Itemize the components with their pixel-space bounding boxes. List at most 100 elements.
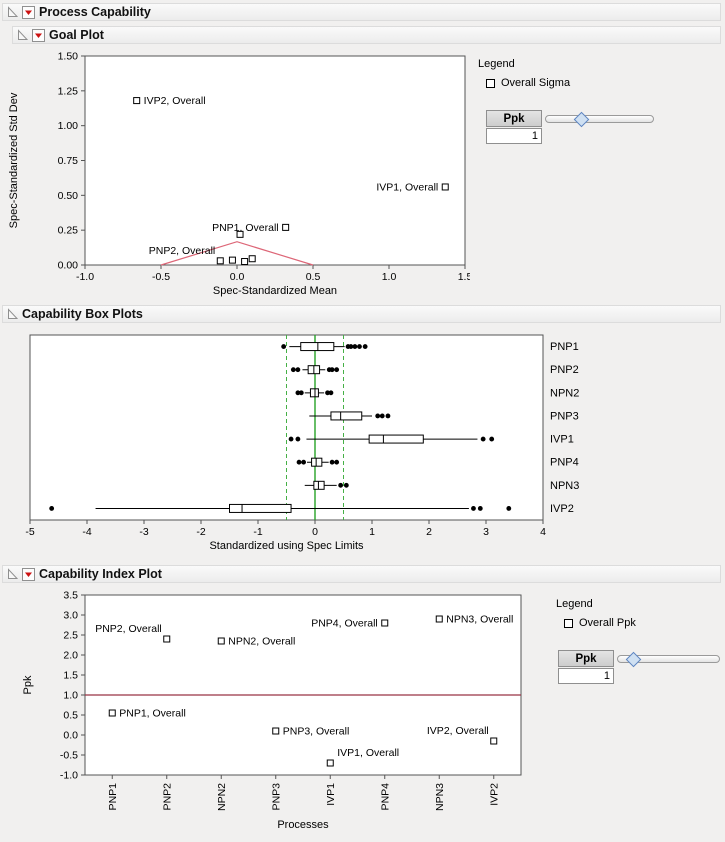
outlier-dot[interactable]	[329, 367, 335, 373]
disclosure-open-icon[interactable]	[6, 6, 18, 18]
tick-label: -1	[253, 526, 262, 538]
data-point-marker[interactable]	[216, 257, 224, 265]
report-header: Process Capability	[2, 3, 721, 21]
point-label: NPN3, Overall	[446, 614, 513, 626]
disclosure-open-icon[interactable]	[6, 308, 18, 320]
data-point-marker[interactable]	[272, 727, 280, 735]
box[interactable]	[300, 342, 335, 352]
outlier-dot[interactable]	[329, 459, 335, 465]
data-point-marker[interactable]	[236, 230, 244, 238]
tick-label: 0.50	[58, 190, 79, 202]
tick-label: 1.50	[58, 51, 79, 63]
box[interactable]	[330, 411, 363, 421]
data-point-marker[interactable]	[490, 737, 498, 745]
data-point-marker[interactable]	[326, 759, 334, 767]
outlier-dot[interactable]	[385, 413, 391, 419]
outlier-dot[interactable]	[295, 367, 301, 373]
data-point-marker[interactable]	[248, 255, 256, 263]
point-label: PNP1, Overall	[212, 222, 279, 234]
outlier-dot[interactable]	[328, 390, 334, 396]
slider-thumb-icon[interactable]	[626, 651, 642, 667]
ppk-value-input[interactable]	[486, 128, 542, 144]
category-label: NPN2	[216, 783, 228, 811]
outlier-dot[interactable]	[489, 436, 495, 442]
ppk-value-input[interactable]	[558, 668, 614, 684]
outlier-dot[interactable]	[325, 390, 330, 396]
data-point-marker[interactable]	[228, 256, 236, 264]
outlier-dot[interactable]	[290, 367, 296, 373]
box[interactable]	[309, 388, 319, 398]
box[interactable]	[368, 434, 424, 444]
outlier-dot[interactable]	[334, 367, 340, 373]
data-point-marker[interactable]	[282, 223, 290, 231]
outlier-dot[interactable]	[362, 344, 368, 349]
index-plot-canvas[interactable]: 3.5 3.0 2.5 2.0 1.5 1.0 0.5 0.0 -0.5 -1.0 PNP1 PNP2…	[0, 586, 545, 842]
category-label: PNP1	[107, 783, 119, 811]
box[interactable]	[313, 480, 325, 490]
data-point-marker[interactable]	[133, 97, 141, 105]
outlier-dot[interactable]	[375, 413, 381, 419]
red-triangle-menu-icon[interactable]	[22, 5, 35, 19]
outlier-dot[interactable]	[352, 344, 358, 349]
ppk-slider[interactable]	[545, 110, 654, 127]
goal-plot-header: Goal Plot	[12, 26, 721, 44]
outlier-dot[interactable]	[288, 436, 294, 442]
data-point-marker[interactable]	[108, 709, 116, 717]
outlier-dot[interactable]	[296, 459, 302, 465]
box[interactable]	[229, 503, 292, 513]
section-title: Capability Box Plots	[22, 307, 143, 321]
box-plots-canvas[interactable]: PNP1 PNP2 NPN2 PNP3 IVP1 PNP4 NPN3 IVP2 -5 -4 -3 -2…	[0, 326, 725, 564]
outlier-dot[interactable]	[379, 413, 385, 419]
outlier-dot[interactable]	[281, 344, 287, 349]
legend-title: Legend	[556, 598, 593, 610]
tick-label: 2	[426, 526, 432, 538]
data-point-marker[interactable]	[217, 637, 225, 645]
box[interactable]	[311, 457, 323, 467]
red-triangle-menu-icon[interactable]	[32, 28, 45, 42]
data-point-marker[interactable]	[241, 258, 249, 266]
process-row-label: IVP2	[550, 503, 574, 515]
slider-track[interactable]	[545, 115, 654, 123]
outlier-dot[interactable]	[480, 436, 486, 442]
square-marker-icon	[486, 78, 495, 88]
red-triangle-menu-icon[interactable]	[22, 567, 35, 581]
goal-ppk-control: Ppk	[486, 110, 654, 144]
outlier-dot[interactable]	[334, 459, 340, 465]
outlier-dot[interactable]	[343, 482, 349, 488]
outlier-dot[interactable]	[357, 344, 362, 349]
process-row-label: IVP1	[550, 434, 574, 446]
tick-label: -4	[82, 526, 91, 538]
goal-legend: Legend Overall Sigma	[478, 58, 608, 89]
outlier-dot[interactable]	[348, 344, 354, 349]
outlier-dot[interactable]	[295, 390, 301, 396]
outlier-dot[interactable]	[506, 506, 512, 511]
legend-item[interactable]: Overall Sigma	[486, 77, 608, 89]
data-point-marker[interactable]	[441, 183, 449, 191]
disclosure-open-icon[interactable]	[6, 568, 18, 580]
tick-label: 0.0	[230, 271, 245, 283]
tick-label: 4	[540, 526, 546, 538]
slider-thumb-icon[interactable]	[573, 111, 590, 127]
data-point-marker[interactable]	[435, 615, 443, 623]
outlier-dot[interactable]	[477, 506, 483, 511]
outlier-dot[interactable]	[49, 506, 55, 511]
outlier-dot[interactable]	[338, 482, 344, 488]
legend-item-label: Overall Sigma	[501, 77, 571, 89]
tick-label: 0.5	[306, 271, 321, 283]
tick-label: 1.0	[382, 271, 397, 283]
x-axis-title: Processes	[277, 819, 329, 831]
goal-plot-canvas[interactable]: -1.0 -0.5 0.0 0.5 1.0 1.5 0.00 0.25 0.50 0.75 1.00…	[0, 46, 470, 302]
ppk-slider[interactable]	[617, 650, 720, 667]
tick-label: 2.0	[63, 650, 78, 662]
outlier-dot[interactable]	[298, 390, 304, 396]
legend-item[interactable]: Overall Ppk	[564, 617, 696, 629]
data-point-marker[interactable]	[163, 635, 171, 643]
disclosure-open-icon[interactable]	[16, 29, 28, 41]
data-point-marker[interactable]	[381, 619, 389, 627]
outlier-dot[interactable]	[301, 459, 306, 465]
outlier-dot[interactable]	[471, 506, 476, 511]
slider-track[interactable]	[617, 655, 720, 663]
square-marker-icon	[564, 618, 573, 628]
outlier-dot[interactable]	[295, 436, 301, 442]
